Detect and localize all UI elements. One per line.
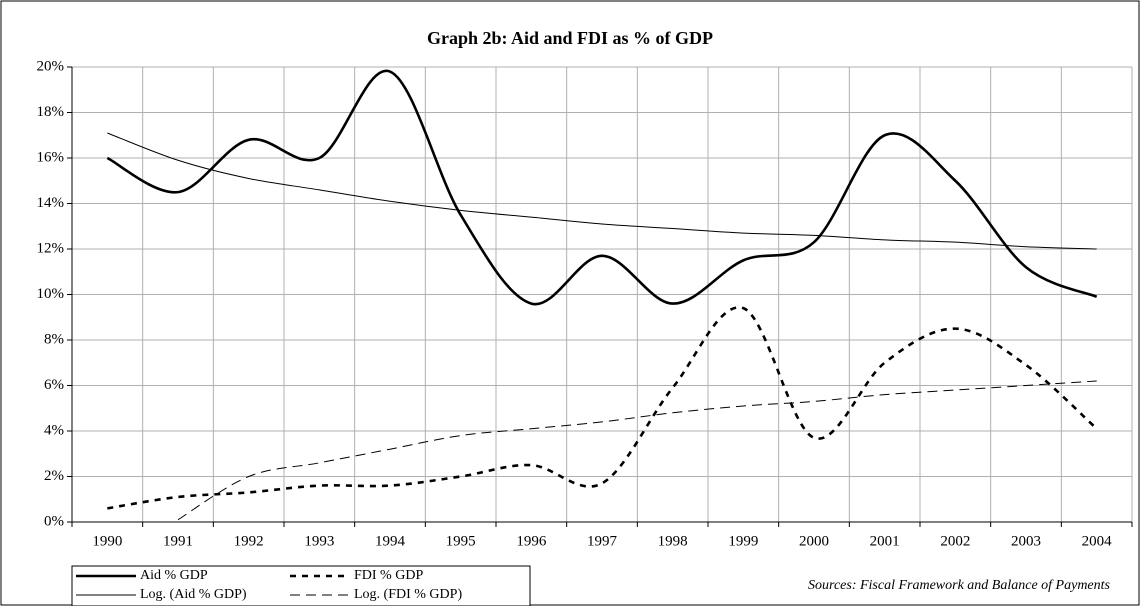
x-tick-label: 1995 bbox=[446, 533, 476, 549]
legend-label: Log. (FDI % GDP) bbox=[354, 587, 462, 602]
chart-title: Graph 2b: Aid and FDI as % of GDP bbox=[427, 28, 713, 48]
legend-box bbox=[71, 565, 531, 607]
series-line bbox=[107, 132, 1097, 250]
x-tick-label: 1992 bbox=[234, 533, 264, 549]
y-tick-label: 20% bbox=[37, 58, 65, 74]
y-tick-label: 10% bbox=[37, 286, 65, 302]
y-tick-label: 4% bbox=[44, 422, 64, 438]
legend-label: Log. (Aid % GDP) bbox=[140, 587, 247, 602]
series-line bbox=[107, 306, 1098, 510]
x-tick-label: 1994 bbox=[375, 533, 406, 549]
y-tick-label: 6% bbox=[44, 377, 64, 393]
x-tick-label: 1996 bbox=[516, 533, 547, 549]
y-tick-label: 0% bbox=[44, 513, 64, 529]
y-tick-label: 12% bbox=[37, 240, 65, 256]
y-tick-label: 14% bbox=[37, 195, 65, 211]
x-tick-label: 1999 bbox=[728, 533, 758, 549]
y-tick-label: 8% bbox=[44, 331, 64, 347]
x-tick-label: 1990 bbox=[92, 533, 122, 549]
x-tick-label: 1997 bbox=[587, 533, 618, 549]
x-tick-label: 2001 bbox=[870, 533, 900, 549]
x-tick-label: 2003 bbox=[1011, 533, 1041, 549]
y-tick-label: 2% bbox=[44, 468, 64, 484]
series-line bbox=[177, 380, 1097, 521]
x-tick-label: 2000 bbox=[799, 533, 829, 549]
x-tick-label: 1998 bbox=[658, 533, 688, 549]
y-tick-label: 18% bbox=[37, 104, 65, 120]
source-note: Sources: Fiscal Framework and Balance of… bbox=[808, 578, 1111, 593]
legend-label: FDI % GDP bbox=[354, 568, 423, 583]
x-tick-label: 1993 bbox=[304, 533, 334, 549]
y-tick-label: 16% bbox=[37, 149, 65, 165]
x-tick-label: 2002 bbox=[940, 533, 970, 549]
x-tick-label: 2004 bbox=[1082, 533, 1113, 549]
series-line bbox=[106, 69, 1098, 306]
x-tick-label: 1991 bbox=[163, 533, 193, 549]
legend-label: Aid % GDP bbox=[140, 568, 208, 583]
